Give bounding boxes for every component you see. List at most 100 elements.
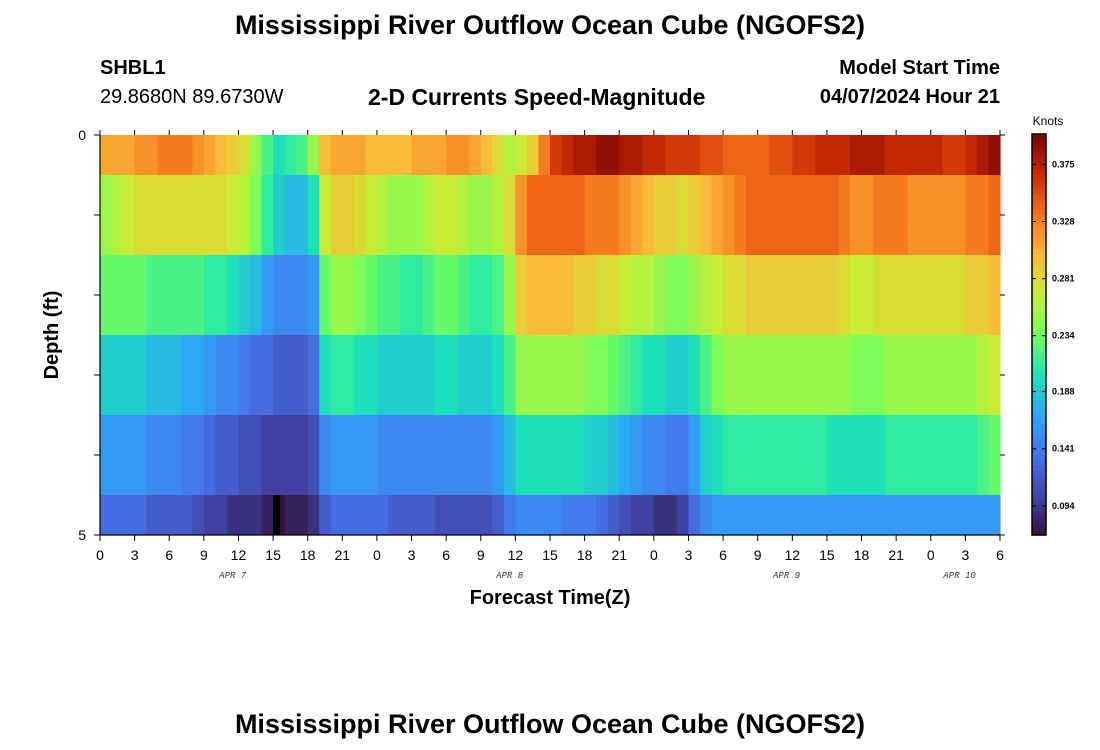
heatmap-cell <box>376 415 390 495</box>
colorbar-segment <box>1032 189 1046 195</box>
colorbar-tick-label: 0.234 <box>1052 331 1075 341</box>
colorbar-segment <box>1032 139 1046 145</box>
heatmap-cell <box>307 175 320 255</box>
heatmap-cell <box>711 415 724 495</box>
heatmap-cell <box>584 135 597 175</box>
heatmap-cell <box>815 175 828 255</box>
heatmap-cell <box>353 175 366 255</box>
colorbar-segment <box>1032 509 1046 516</box>
heatmap-cell <box>492 495 505 535</box>
heatmap-cell <box>746 135 759 175</box>
heatmap-cell <box>769 415 782 495</box>
colorbar-segment <box>1032 394 1046 401</box>
heatmap-cell <box>411 255 424 335</box>
x-tick-label: 0 <box>96 547 104 563</box>
heatmap-cell <box>376 135 390 175</box>
heatmap-cell <box>250 495 263 535</box>
heatmap-cell <box>400 175 413 255</box>
heatmap-cell <box>976 255 990 335</box>
heatmap-cell <box>157 415 170 495</box>
heatmap-cell <box>446 415 459 495</box>
x-tick-label: 9 <box>200 547 208 563</box>
heatmap-cell <box>261 135 274 175</box>
heatmap-cell <box>319 255 332 335</box>
colorbar-segment <box>1032 354 1046 361</box>
heatmap-cell <box>803 335 816 415</box>
heatmap-cell <box>203 415 216 495</box>
date-label: APR 10 <box>942 571 976 581</box>
heatmap-cell <box>907 415 920 495</box>
heatmap-cell <box>757 175 770 255</box>
heatmap-cell <box>538 255 551 335</box>
heatmap-cell <box>676 495 690 535</box>
heatmap-cell <box>780 175 793 255</box>
heatmap-cell <box>503 495 516 535</box>
heatmap-cell <box>284 335 297 415</box>
heatmap-cell <box>942 495 955 535</box>
heatmap-cell <box>826 255 840 335</box>
heatmap-cell <box>203 495 216 535</box>
heatmap-cell <box>319 175 332 255</box>
heatmap-cell <box>526 415 540 495</box>
heatmap-cell <box>596 335 609 415</box>
heatmap-cell <box>953 255 966 335</box>
heatmap-cell <box>400 495 413 535</box>
heatmap-cell <box>561 255 574 335</box>
heatmap-cell <box>250 255 263 335</box>
heatmap-cell <box>607 175 620 255</box>
heatmap-cell <box>250 415 263 495</box>
heatmap-cell <box>607 495 620 535</box>
heatmap-cell <box>665 175 678 255</box>
heatmap-cell <box>526 175 540 255</box>
heatmap-cell <box>169 135 182 175</box>
heatmap-cell <box>723 415 736 495</box>
colorbar-segment <box>1032 379 1046 386</box>
heatmap-cell <box>746 335 759 415</box>
heatmap-cell <box>573 495 586 535</box>
colorbar-segment <box>1032 319 1046 326</box>
colorbar-segment <box>1032 204 1046 210</box>
date-label: APR 8 <box>495 571 524 581</box>
heatmap-cell <box>423 135 436 175</box>
x-tick-label: 3 <box>961 547 969 563</box>
heatmap-cell <box>930 495 943 535</box>
heatmap-cell <box>953 135 966 175</box>
heatmap-cell <box>723 495 736 535</box>
heatmap-cell <box>630 415 643 495</box>
heatmap-cell <box>550 175 563 255</box>
x-tick-label: 12 <box>785 547 801 563</box>
heatmap-cell <box>446 135 459 175</box>
colorbar-segment <box>1032 514 1046 521</box>
heatmap-cell <box>711 495 724 535</box>
colorbar-segment <box>1032 169 1046 175</box>
heatmap-cell <box>238 175 251 255</box>
heatmap-cell <box>342 135 355 175</box>
heatmap-cell <box>226 495 240 535</box>
colorbar-segment <box>1032 399 1046 406</box>
heatmap-cell <box>596 415 609 495</box>
heatmap-cell <box>653 335 666 415</box>
x-tick-label: 0 <box>373 547 381 563</box>
heatmap-cell <box>907 255 920 335</box>
heatmap-cell <box>400 335 413 415</box>
colorbar-segment <box>1032 324 1046 331</box>
heatmap-cell <box>746 175 759 255</box>
heatmap-cell <box>700 255 713 335</box>
x-tick-label: 21 <box>888 547 904 563</box>
colorbar-segment <box>1032 314 1046 321</box>
heatmap-cell <box>596 255 609 335</box>
heatmap-cell <box>861 135 874 175</box>
heatmap-cell <box>861 415 874 495</box>
heatmap-cell <box>861 495 874 535</box>
colorbar-tick-label: 0.281 <box>1052 274 1075 284</box>
heatmap-cell <box>988 255 1001 335</box>
heatmap-cell <box>342 335 355 415</box>
x-tick-label: 0 <box>650 547 658 563</box>
heatmap-cell <box>319 135 332 175</box>
heatmap-cell <box>457 335 470 415</box>
heatmap-cell <box>192 495 205 535</box>
heatmap-cell <box>515 495 528 535</box>
heatmap-cell <box>526 495 540 535</box>
heatmap-cell <box>630 335 643 415</box>
date-label: APR 9 <box>772 571 801 581</box>
